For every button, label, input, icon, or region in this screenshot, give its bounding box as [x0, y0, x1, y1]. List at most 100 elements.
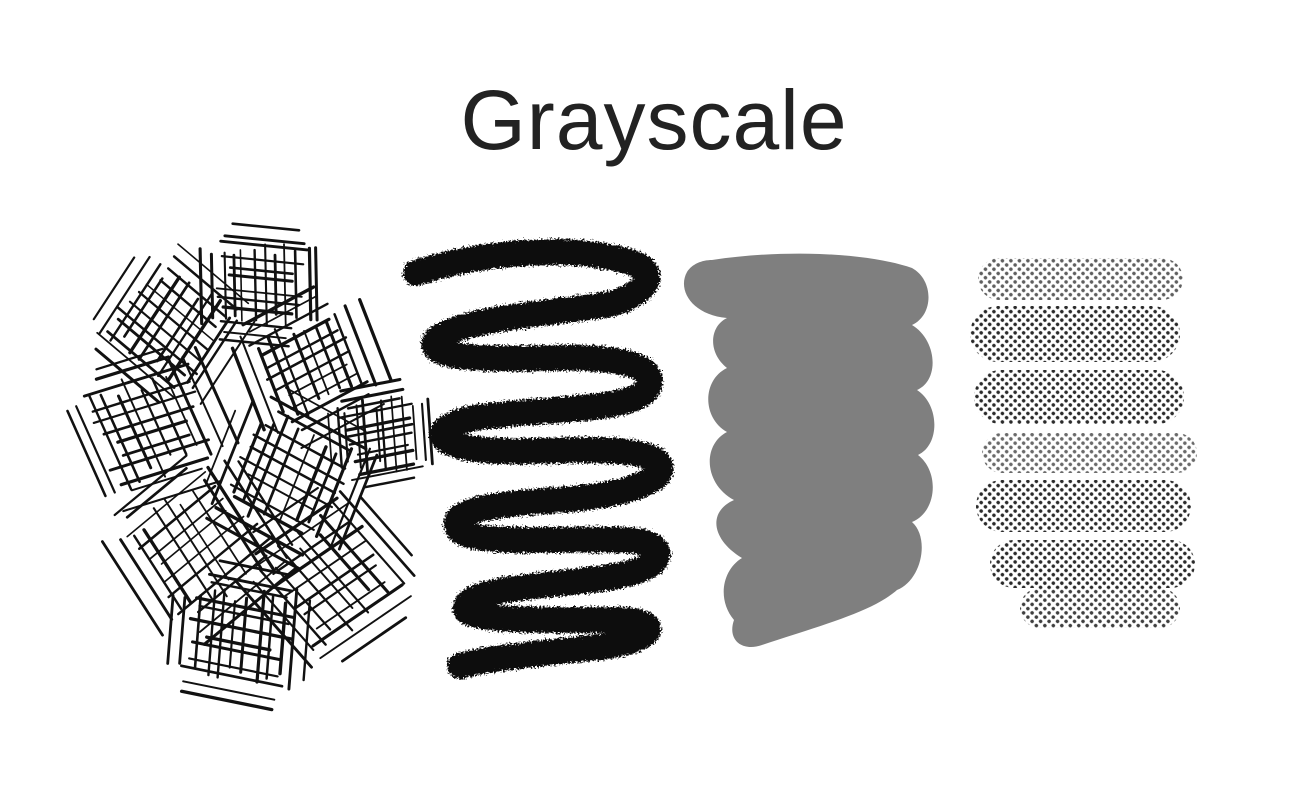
crosshatch-line [149, 497, 224, 560]
crosshatch-line [295, 445, 328, 522]
crosshatch-line [162, 515, 245, 584]
crosshatch-line [219, 239, 309, 252]
crosshatch-line [279, 434, 315, 522]
crosshatch-line [220, 254, 305, 266]
flat-gray-brush-stroke [672, 240, 947, 660]
crosshatch-line [156, 292, 213, 378]
crosshatch-line [379, 399, 387, 471]
crosshatch-line [411, 404, 418, 461]
crosshatch-line [327, 412, 333, 465]
crosshatch-line [338, 490, 416, 577]
crosshatch-line [230, 346, 266, 432]
crosshatch-line [348, 431, 413, 446]
crosshatch-line [296, 531, 370, 614]
crosshatch-line [216, 588, 226, 679]
crosshatch-line [125, 466, 188, 519]
crosshatch-line [232, 494, 304, 535]
crosshatch-line [253, 248, 258, 322]
crosshatch-line [255, 589, 266, 684]
page-title: Grayscale [460, 73, 848, 167]
crosshatch-line [193, 346, 240, 445]
crosshatch-line [191, 640, 283, 662]
crosshatch-line [262, 427, 300, 516]
crosshatch-line [214, 506, 305, 557]
halftone-brush-stroke [960, 248, 1220, 638]
crosshatch-line [191, 319, 239, 390]
crosshatch-line [223, 251, 228, 320]
crosshatch-line [275, 349, 351, 392]
crosshatch-line [239, 596, 249, 674]
crosshatch-line [318, 533, 371, 592]
crosshatch-strokes [66, 222, 434, 712]
crosshatch-line [248, 302, 329, 347]
crosshatch-line [198, 560, 287, 633]
crosshatch-line [218, 559, 289, 576]
crosshatch-line [119, 538, 174, 621]
crosshatch-line [117, 394, 153, 470]
crosshatch-line [188, 616, 294, 641]
crosshatch-line [94, 355, 171, 381]
crosshatch-line [353, 448, 415, 464]
crosshatch-line [420, 402, 427, 462]
crosshatch-line [283, 243, 287, 326]
crosshatch-line [319, 595, 412, 660]
crosshatch-line [95, 347, 164, 371]
crosshatch-line [179, 689, 274, 712]
crosshatch-line [300, 393, 370, 432]
crosshatch-line [307, 452, 338, 524]
crosshatch-line [219, 319, 293, 330]
crosshatch-line [337, 402, 413, 420]
crosshatch-line [269, 395, 368, 451]
crosshatch-line [177, 243, 250, 305]
crosshatch-line [265, 594, 275, 680]
crosshatch-line [351, 465, 424, 482]
crosshatch-line [91, 380, 191, 413]
crosshatch-line [356, 443, 409, 456]
crosshatch-line [120, 378, 167, 478]
crosshatch-line [99, 393, 141, 484]
crosshatch-line [151, 377, 188, 456]
charcoal-path [403, 239, 674, 679]
crosshatch-line [259, 569, 327, 646]
crosshatch-line [140, 389, 172, 456]
crosshatch-line [192, 490, 247, 575]
crosshatch-line [209, 252, 215, 320]
crosshatch-line [241, 422, 276, 502]
halftone-blob [970, 258, 1197, 628]
crosshatch-line [375, 408, 382, 463]
crosshatch-line [215, 287, 303, 298]
crosshatch-line [294, 553, 375, 610]
crosshatch-line [207, 589, 217, 677]
crosshatch-line [92, 256, 136, 321]
crosshatch-line [126, 471, 207, 538]
crosshatch-line [156, 297, 200, 363]
crosshatch-line [231, 222, 301, 232]
crosshatch-line [273, 253, 278, 316]
crosshatch-line [239, 249, 243, 322]
crosshatch-line [232, 253, 237, 318]
crosshatch-line [227, 273, 294, 283]
crosshatch-line [137, 281, 191, 361]
crosshatch-line [160, 509, 227, 565]
crosshatch-line [358, 462, 416, 477]
crosshatch-line [299, 547, 354, 609]
crosshatch-line [166, 593, 175, 665]
crosshatch-line [255, 502, 350, 567]
crosshatch-line [82, 362, 190, 398]
crosshatch-line [102, 405, 195, 436]
crosshatch-line [340, 387, 405, 403]
crosshatch-line [241, 285, 316, 327]
crosshatch-line [193, 594, 202, 670]
crosshatch-line [239, 335, 279, 434]
flat-gray-blob [683, 253, 935, 648]
crosshatch-line [178, 595, 187, 665]
crosshatch-line [106, 330, 176, 390]
crosshatch-line [252, 486, 319, 534]
crosshatch-line [167, 358, 213, 456]
crosshatch-line [130, 467, 203, 492]
crosshatch-line [346, 397, 401, 410]
crosshatch-line [339, 377, 402, 393]
crosshatch-line [274, 566, 332, 631]
crosshatch-line [196, 554, 268, 614]
charcoal-brush-stroke [398, 228, 688, 679]
